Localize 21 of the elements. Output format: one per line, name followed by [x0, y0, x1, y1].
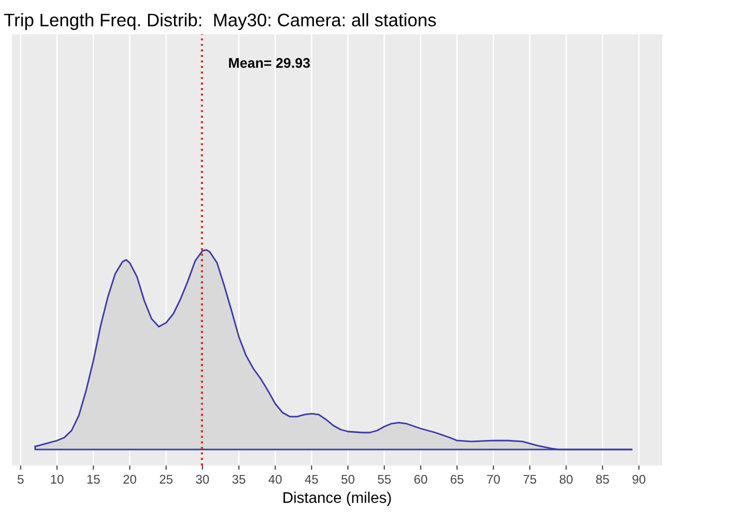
x-tick-label: 30	[196, 474, 209, 484]
chart-title: Trip Length Freq. Distrib: May30: Camera: all stations	[4, 13, 436, 30]
x-tick-label: 75	[523, 474, 536, 484]
x-tick-label: 35	[232, 474, 246, 484]
x-tick-label: 20	[123, 474, 136, 484]
x-tick-label: 85	[596, 474, 609, 484]
x-tick-label: 60	[414, 474, 428, 484]
x-tick-label: 5	[18, 474, 24, 484]
x-tick-label: 55	[378, 474, 391, 484]
ref-line-label: Mean= 29.93	[229, 58, 310, 68]
x-tick-label: 80	[560, 474, 573, 484]
x-tick-label: 15	[87, 474, 100, 484]
x-tick-label: 25	[160, 474, 173, 484]
x-tick-label: 50	[341, 474, 354, 484]
x-tick-label: 70	[487, 474, 500, 484]
x-axis-title: Distance (miles)	[284, 492, 391, 506]
x-tick-label: 90	[632, 474, 646, 484]
x-tick-label: 40	[268, 474, 282, 484]
x-tick-label: 10	[51, 474, 64, 484]
x-tick-label: 65	[450, 474, 464, 484]
x-tick-label: 45	[304, 474, 318, 484]
